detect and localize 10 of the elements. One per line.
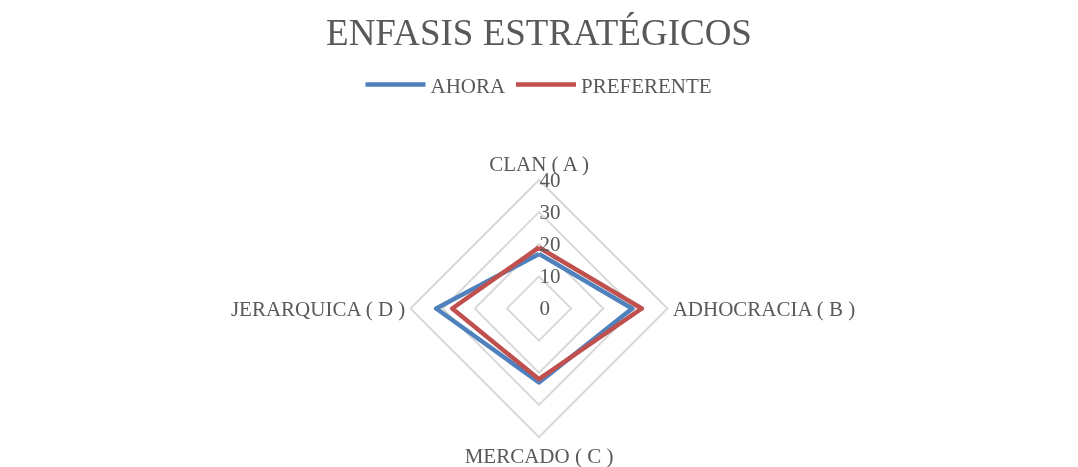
spoke-label: MERCADO ( C ) (464, 444, 614, 467)
spoke-label: ADHOCRACIA ( B ) (672, 296, 856, 321)
y-tick-label: 0 (539, 296, 550, 321)
legend-label: PREFERENTE (581, 73, 712, 98)
chart-title: ENFASIS ESTRATÉGICOS (326, 11, 752, 53)
y-tick-label: 30 (539, 199, 561, 224)
spoke-label: JERARQUICA ( D ) (230, 296, 406, 321)
y-tick-label: 10 (539, 264, 561, 289)
legend-label: AHORA (430, 73, 506, 98)
y-tick-label: 20 (539, 232, 561, 257)
